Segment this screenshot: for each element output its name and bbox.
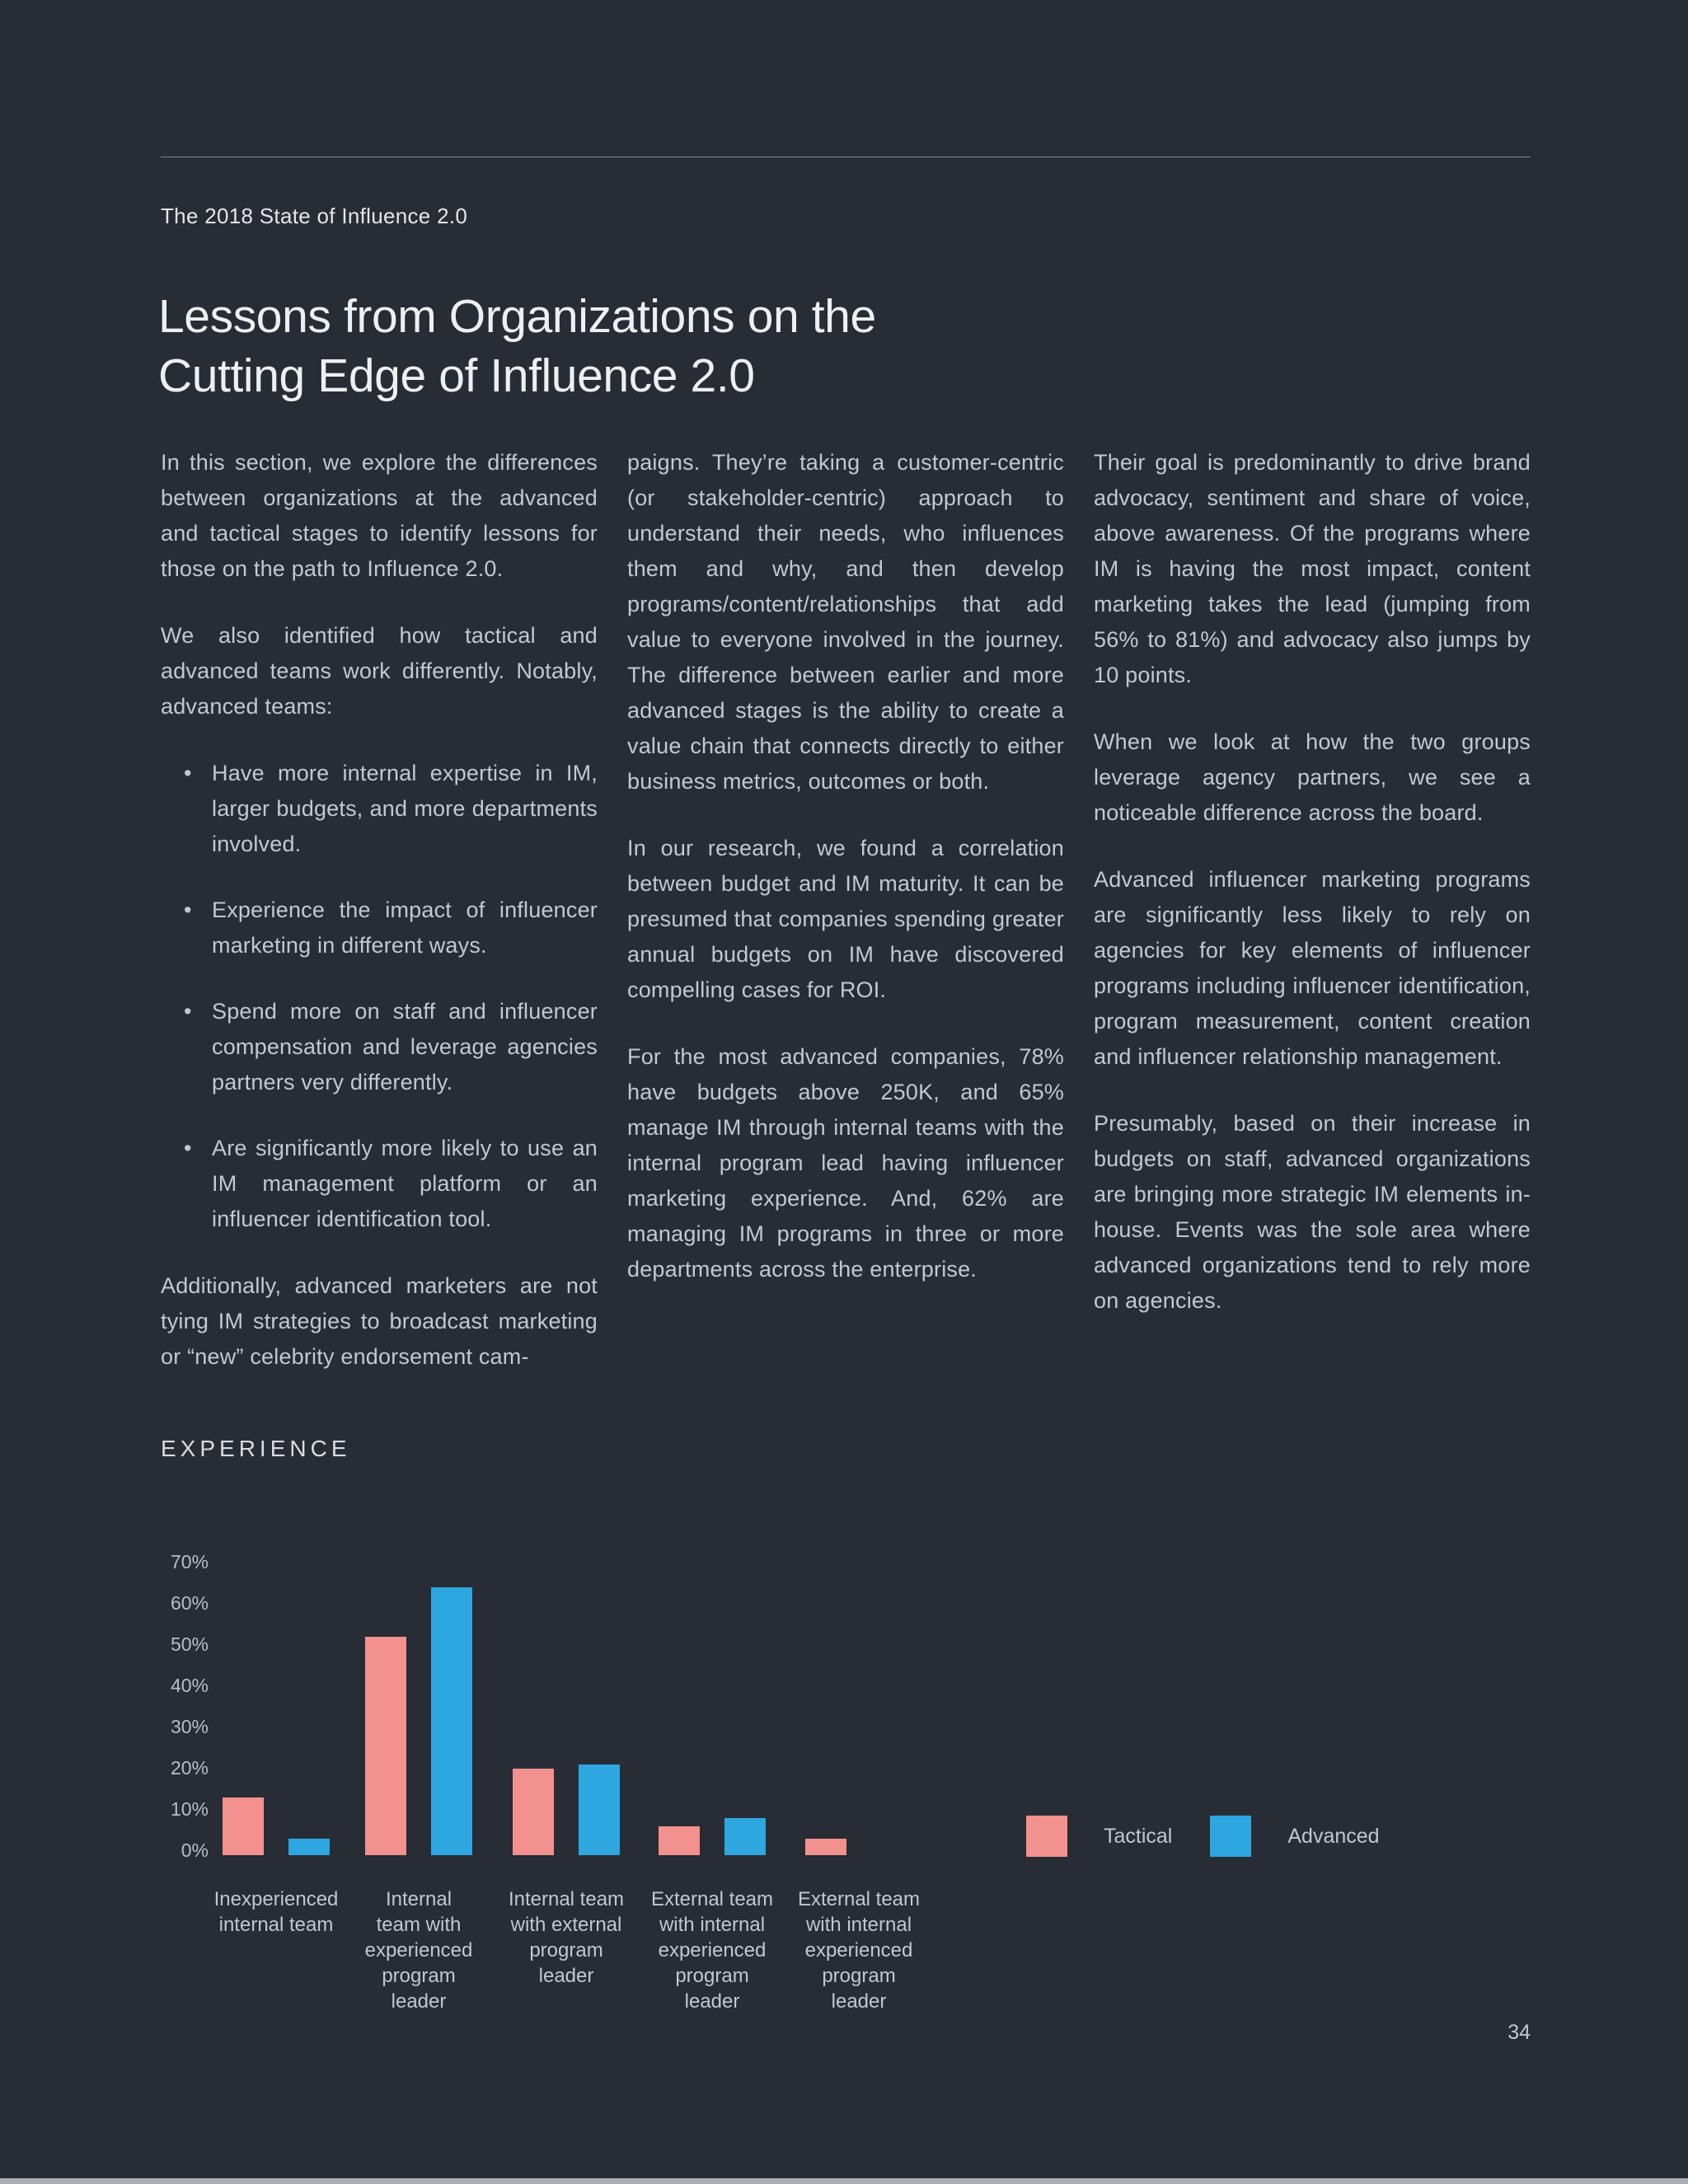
y-axis-tick-label: 40% (170, 1675, 209, 1696)
y-axis-tick-label: 70% (170, 1551, 209, 1572)
bar-advanced-group-4 (724, 1818, 766, 1855)
category-label: External team with internal experienced … (797, 1888, 921, 2013)
body-columns: In this section, we explore the differen… (161, 445, 1531, 1375)
category-label: Internal team with external program lead… (508, 1888, 625, 1987)
page-title-line-1: Lessons from Organizations on the (158, 290, 876, 343)
bar-advanced-group-3 (579, 1765, 620, 1855)
bar-tactical-group-4 (659, 1826, 700, 1855)
paragraph: Presumably, based on their increase in b… (1094, 1111, 1531, 1313)
page-number: 34 (1507, 2021, 1531, 2044)
legend-item-advanced: Advanced (1210, 1816, 1380, 1857)
legend-swatch-tactical (1026, 1816, 1067, 1857)
bullet-item: Have more internal expertise in IM, larg… (161, 756, 598, 862)
bar-tactical-group-3 (513, 1769, 554, 1855)
page-title-line-2: Cutting Edge of Influence 2.0 (158, 349, 755, 402)
legend-label: Advanced (1287, 1824, 1380, 1848)
bar-tactical-group-1 (223, 1797, 264, 1855)
bar-tactical-group-5 (805, 1839, 846, 1855)
chart-title: EXPERIENCE (161, 1436, 351, 1461)
chart-legend: Tactical Advanced (1026, 1816, 1380, 1857)
body-column-2: paigns. They’re taking a customer-centri… (627, 445, 1064, 1375)
bar-advanced-group-1 (288, 1839, 330, 1855)
legend-swatch-advanced (1210, 1816, 1252, 1857)
paragraph: In our research, we found a correlation … (627, 836, 1064, 1002)
bar-tactical-group-2 (365, 1637, 406, 1855)
paragraph: Their goal is predominantly to drive bra… (1094, 450, 1531, 687)
y-axis-tick-label: 50% (170, 1633, 209, 1655)
bullet-item: Are significantly more likely to use an … (161, 1131, 598, 1237)
y-axis-tick-label: 0% (181, 1840, 209, 1861)
report-header: The 2018 State of Influence 2.0 (161, 204, 468, 228)
bullet-item: Spend more on staff and influencer compe… (161, 994, 598, 1100)
body-column-3: Their goal is predominantly to drive bra… (1094, 445, 1531, 1375)
body-column-1: In this section, we explore the differen… (161, 445, 598, 1375)
category-label: External team with internal experienced … (650, 1888, 774, 2013)
legend-label: Tactical (1104, 1824, 1173, 1848)
paragraph: In this section, we explore the differen… (161, 450, 598, 581)
paragraph: Advanced influencer marketing programs a… (1094, 867, 1531, 1069)
page-bottom-edge (0, 2178, 1688, 2184)
page-title: Lessons from Organizations on the Cutting… (158, 287, 876, 405)
category-label: Inexperienced internal team (213, 1888, 339, 1936)
paragraph: paigns. They’re taking a customer-centri… (627, 450, 1064, 794)
y-axis-tick-label: 20% (170, 1757, 209, 1779)
legend-item-tactical: Tactical (1026, 1816, 1172, 1857)
y-axis-tick-label: 30% (170, 1716, 209, 1737)
paragraph: Additionally, advanced marketers are not… (161, 1273, 598, 1369)
y-axis-tick-label: 10% (170, 1798, 209, 1820)
paragraph: For the most advanced companies, 78% hav… (627, 1044, 1064, 1282)
bullet-list: Have more internal expertise in IM, larg… (161, 756, 598, 1237)
bar-advanced-group-2 (431, 1587, 472, 1855)
paragraph: When we look at how the two groups lever… (1094, 729, 1531, 825)
y-axis-tick-label: 60% (170, 1592, 209, 1614)
experience-bar-chart: EXPERIENCE Tactical Advanced 70% 60% 50% 40%… (161, 1436, 1531, 2087)
bullet-item: Experience the impact of influencer mark… (161, 893, 598, 963)
category-label: Internal team with experienced program l… (364, 1888, 473, 2013)
paragraph: We also identified how tactical and adva… (161, 623, 598, 719)
